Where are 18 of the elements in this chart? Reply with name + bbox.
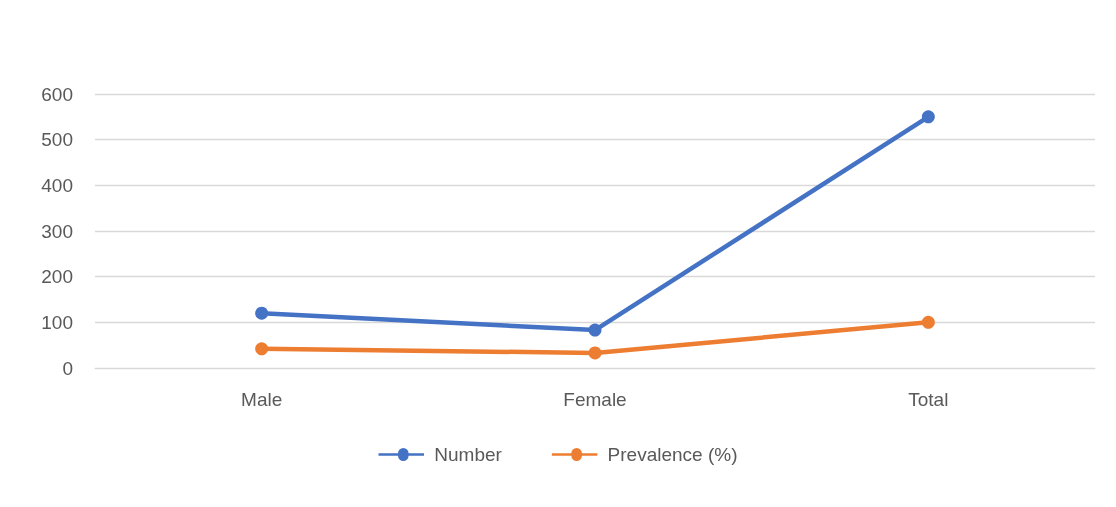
y-tick-label: 600: [41, 83, 73, 105]
point: [255, 342, 269, 356]
y-tick-label: 300: [41, 220, 73, 242]
y-tick-label: 0: [62, 357, 73, 379]
x-tick-label: Male: [241, 389, 283, 410]
point: [255, 306, 269, 320]
point: [921, 315, 935, 329]
legend-label: Number: [434, 444, 503, 465]
y-tick-label: 200: [41, 266, 73, 288]
x-tick-label: Female: [563, 389, 627, 410]
x-tick-label: Total: [908, 389, 949, 410]
y-tick-label: 500: [41, 129, 73, 151]
point: [588, 323, 602, 337]
y-tick-label: 100: [41, 311, 73, 333]
point: [921, 110, 935, 124]
point: [588, 346, 602, 360]
legend-label: Prevalence (%): [607, 444, 738, 465]
y-tick-label: 400: [41, 174, 73, 196]
